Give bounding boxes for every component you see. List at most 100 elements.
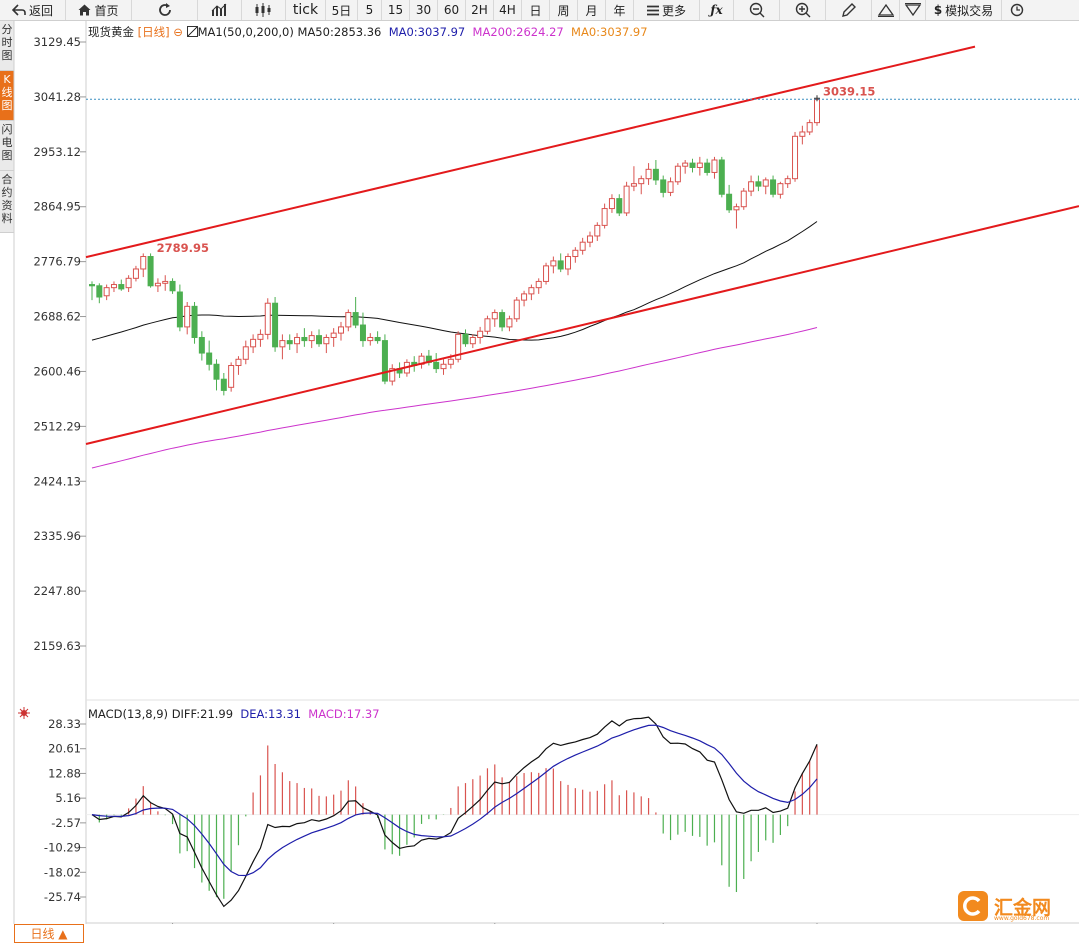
tab-contract-info[interactable]: 合约资料 (0, 171, 14, 233)
macd-value: MACD:17.37 (308, 707, 380, 721)
candle-body (316, 335, 323, 345)
period-4h[interactable]: 4H (494, 0, 522, 20)
period-label: 4H (499, 3, 516, 17)
candlestick-button[interactable] (242, 0, 286, 20)
zoom-out-button[interactable] (734, 0, 780, 20)
period-5d[interactable]: 5日 (326, 0, 358, 20)
chart-type-tabs: 分时图 K线图 闪电图 合约资料 (0, 21, 14, 233)
candle-body (565, 256, 572, 270)
draw-button[interactable] (826, 0, 872, 20)
period-month[interactable]: 月 (578, 0, 606, 20)
period-label: 15 (387, 3, 404, 17)
tab-flash[interactable]: 闪电图 (0, 121, 14, 171)
ma0-value-a: MA0:3037.97 (388, 25, 466, 39)
candle-body (147, 256, 154, 287)
candle-body (242, 346, 249, 360)
macd-tick-label: -18.02 (44, 865, 81, 879)
down-arrow-tool-button[interactable] (900, 0, 926, 20)
last-price-marker: 3039.15 2789.95 (86, 84, 1079, 255)
candle-body (491, 312, 498, 320)
period-label: 5日 (331, 3, 352, 18)
candle-body (455, 333, 462, 360)
period-day[interactable]: 日 (522, 0, 550, 20)
candle-body (359, 324, 366, 342)
refresh-button[interactable] (132, 0, 198, 20)
period-select[interactable]: 日线 ▲ (14, 924, 84, 943)
more-button[interactable]: 更多 (634, 0, 700, 20)
trend-lines[interactable] (85, 45, 1079, 445)
candle-body (528, 287, 535, 295)
formula-button[interactable]: ƒx (700, 0, 734, 20)
settings-icon[interactable] (18, 707, 30, 719)
candle-body (469, 336, 476, 345)
bar-chart-button[interactable] (198, 0, 242, 20)
crosshair-icon (814, 95, 820, 102)
candle-body (755, 181, 762, 187)
dea-line (91, 724, 818, 877)
macd-tick-label: 28.33 (48, 717, 81, 731)
candle-body (726, 193, 733, 211)
ma200-value: MA200:2624.27 (472, 25, 564, 39)
back-button[interactable]: 返回 (0, 0, 66, 20)
period-5[interactable]: 5 (358, 0, 382, 20)
ma0-value-b: MA0:3037.97 (571, 25, 648, 39)
candle-body (301, 336, 308, 342)
period-15[interactable]: 15 (382, 0, 410, 20)
candle-body (506, 318, 513, 328)
candle-body (125, 277, 132, 289)
period-week[interactable]: 周 (550, 0, 578, 20)
candle-body (440, 363, 447, 370)
candle-body (630, 183, 637, 187)
period-year[interactable]: 年 (606, 0, 634, 20)
candle-body (110, 284, 117, 289)
tick-label: tick (292, 2, 319, 18)
more-label: 更多 (661, 3, 686, 18)
candle-body (118, 284, 125, 290)
macd-name: MACD(13,8,9) (88, 707, 169, 721)
home-label: 首页 (94, 3, 119, 18)
candle-body (272, 302, 279, 348)
logo: 汇金网 www.gold678.com (958, 891, 1051, 922)
chart-canvas[interactable]: 3129.45 3041.28 2953.12 2864.95 2776.79 2688.… (0, 21, 1079, 924)
ma50-line (91, 221, 818, 341)
candle-body (206, 352, 213, 365)
period-60[interactable]: 60 (438, 0, 466, 20)
macd-header: MACD(13,8,9) DIFF:21.99 DEA:13.31 MACD:1… (88, 707, 380, 721)
logo-url: www.gold678.com (994, 915, 1050, 922)
candle-body (748, 181, 755, 192)
candle-body (543, 265, 550, 282)
candle-body (337, 326, 344, 334)
ma50-polyline (91, 221, 818, 341)
candle-body (176, 291, 183, 328)
extra-button[interactable] (1002, 0, 1032, 20)
candle-body (718, 159, 725, 195)
zoom-in-icon (795, 2, 810, 18)
indicator-icon[interactable] (186, 26, 198, 37)
candle-body (389, 368, 396, 382)
period-2h[interactable]: 2H (466, 0, 494, 20)
tick-button[interactable]: tick (286, 0, 326, 20)
ma200-polyline (91, 327, 818, 469)
period-30[interactable]: 30 (410, 0, 438, 20)
tab-timeshare[interactable]: 分时图 (0, 21, 14, 71)
candle-body (96, 285, 103, 298)
zoom-in-button[interactable] (780, 0, 826, 20)
collapse-icon[interactable]: ⊖ (173, 25, 183, 39)
candle-body (784, 178, 791, 185)
macd-pane (86, 716, 1079, 908)
candle-body (308, 335, 315, 342)
candle-body (806, 122, 813, 133)
candle-body (557, 260, 564, 270)
dollar-icon: $ (933, 3, 943, 17)
tab-kline[interactable]: K线图 (0, 71, 14, 121)
candle-body (330, 332, 337, 338)
zoom-out-icon (749, 2, 764, 18)
sim-trade-button[interactable]: $ 模拟交易 (926, 0, 1002, 20)
candle-body (264, 302, 271, 335)
up-arrow-tool-button[interactable] (872, 0, 900, 20)
macd-tick-label: -25.74 (44, 890, 81, 904)
home-button[interactable]: 首页 (66, 0, 132, 20)
macd-y-axis: 28.33 20.61 12.88 5.16 -2.57 -10.29 -18.02 -25.… (44, 717, 86, 904)
period-label: 2H (471, 3, 488, 17)
price-tick-label: 3129.45 (33, 35, 81, 49)
